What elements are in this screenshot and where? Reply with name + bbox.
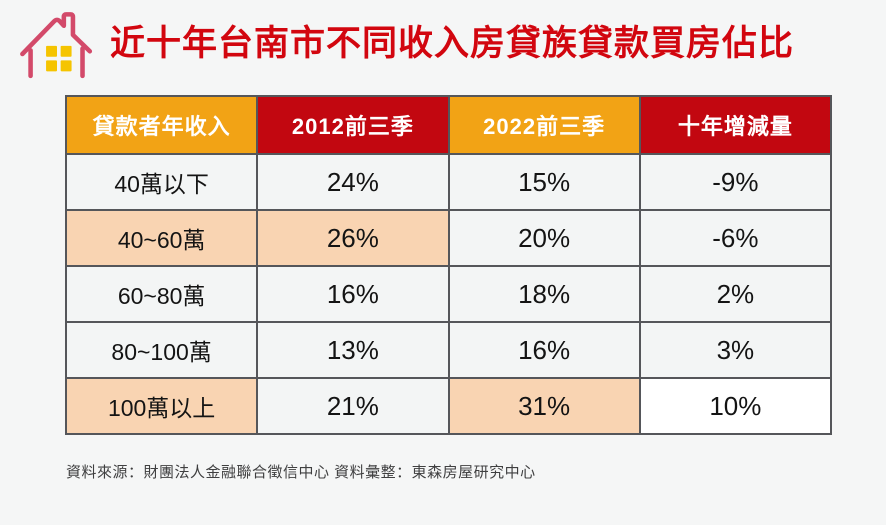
cell-income: 80~100萬: [64, 321, 259, 379]
cell-2012: 26%: [256, 209, 450, 267]
col-header-change: 十年增減量: [638, 95, 833, 155]
cell-2022: 20%: [447, 209, 641, 267]
cell-2022: 31%: [447, 377, 641, 435]
cell-change: 10%: [638, 377, 833, 435]
cell-change: 3%: [638, 321, 833, 379]
data-table-wrap: 貸款者年收入 2012前三季 2022前三季 十年增減量 40萬以下 24% 1…: [64, 95, 833, 435]
cell-income: 60~80萬: [64, 265, 259, 323]
page-title: 近十年台南市不同收入房貸族貸款買房佔比: [110, 24, 795, 63]
cell-2022: 15%: [447, 153, 641, 211]
cell-income: 40~60萬: [64, 209, 259, 267]
source-note: 資料來源：財團法人金融聯合徵信中心 資料彙整：東森房屋研究中心: [66, 464, 536, 481]
window-panes: [46, 45, 72, 72]
col-header-2022: 2022前三季: [447, 95, 641, 155]
col-header-income: 貸款者年收入: [64, 95, 259, 155]
table-header-row: 貸款者年收入 2012前三季 2022前三季 十年增減量: [64, 95, 833, 155]
cell-2012: 21%: [256, 377, 450, 435]
table-row: 40萬以下 24% 15% -9%: [64, 153, 833, 211]
cell-2012: 24%: [256, 153, 450, 211]
cell-income: 40萬以下: [64, 153, 259, 211]
table-row: 80~100萬 13% 16% 3%: [64, 321, 833, 379]
cell-2012: 16%: [256, 265, 450, 323]
cell-change: -6%: [638, 209, 833, 267]
data-table: 貸款者年收入 2012前三季 2022前三季 十年增減量 40萬以下 24% 1…: [64, 95, 833, 435]
table-row: 60~80萬 16% 18% 2%: [64, 265, 833, 323]
cell-2012: 13%: [256, 321, 450, 379]
table-row: 40~60萬 26% 20% -6%: [64, 209, 833, 267]
col-header-2012: 2012前三季: [256, 95, 450, 155]
cell-2022: 16%: [447, 321, 641, 379]
house-icon: [20, 12, 93, 79]
cell-2022: 18%: [447, 265, 641, 323]
cell-income: 100萬以上: [64, 377, 259, 435]
table-row: 100萬以上 21% 31% 10%: [64, 377, 833, 435]
cell-change: -9%: [638, 153, 833, 211]
cell-change: 2%: [638, 265, 833, 323]
header: 近十年台南市不同收入房貸族貸款買房佔比: [16, 4, 794, 84]
